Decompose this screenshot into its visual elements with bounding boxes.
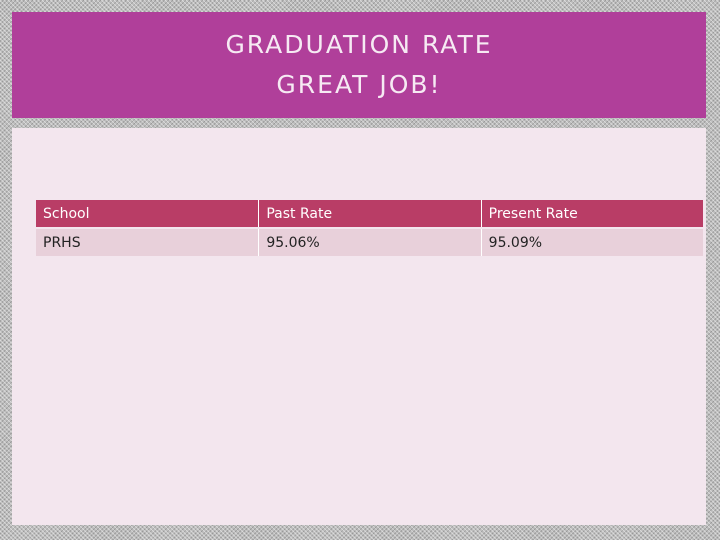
table-body: School Past Rate Present Rate PRHS 95.06% 95.… bbox=[36, 200, 703, 256]
header-cell: Past Rate bbox=[258, 200, 481, 227]
header-row: School Past Rate Present Rate bbox=[36, 200, 703, 227]
table-cell: PRHS bbox=[36, 229, 259, 256]
content-area: School Past Rate Present Rate PRHS 95.06% 95.… bbox=[12, 128, 706, 525]
header-cell: School bbox=[36, 200, 259, 227]
table-cell: 95.06% bbox=[258, 229, 481, 256]
title-line: GRADUATION RATE bbox=[225, 30, 493, 59]
table-row: PRHS 95.06% 95.09% bbox=[36, 229, 703, 256]
table-cell: 95.09% bbox=[480, 229, 703, 256]
title-line: GREAT JOB! bbox=[276, 70, 442, 99]
title-box: GRADUATION RATE GREAT JOB! bbox=[12, 12, 706, 118]
data-table: School Past Rate Present Rate PRHS 95.06% 95.… bbox=[36, 198, 703, 258]
header-cell: Present Rate bbox=[480, 200, 703, 227]
